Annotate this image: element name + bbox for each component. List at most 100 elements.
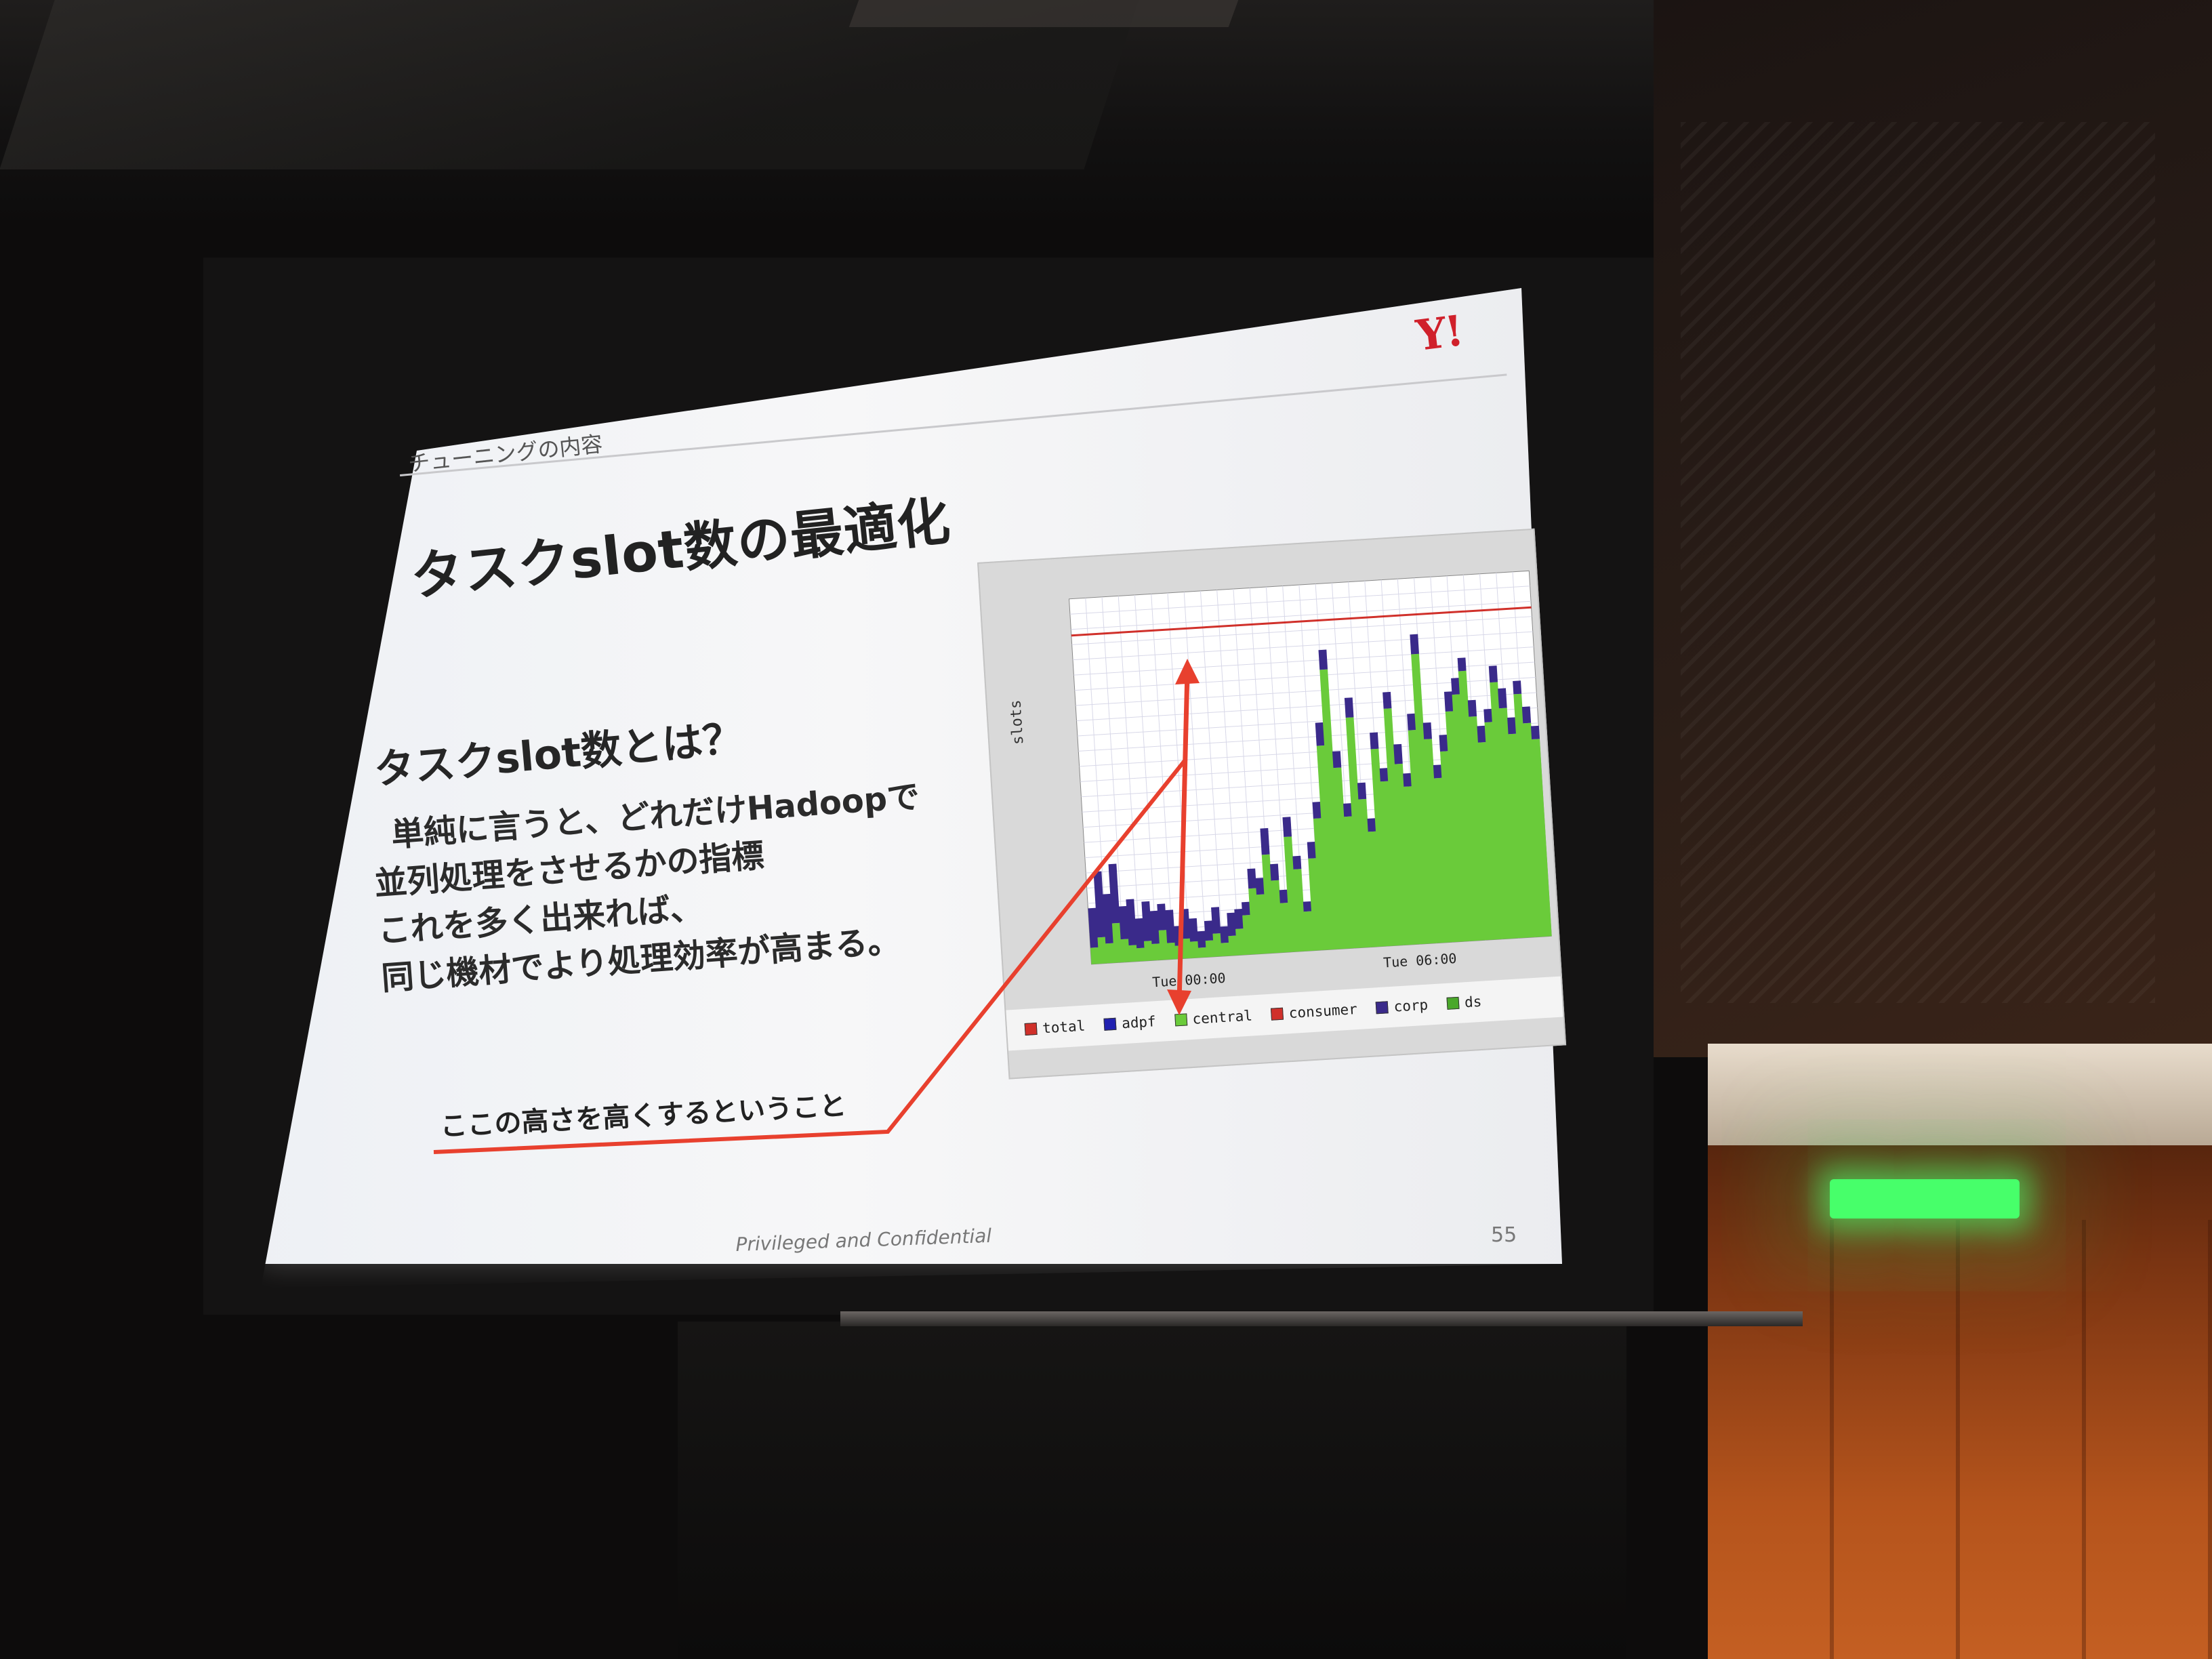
chart-ylabel: slots <box>1007 699 1027 745</box>
central-bar <box>1411 653 1437 944</box>
total-capacity-line <box>1071 606 1532 637</box>
corp-bar <box>1227 912 1237 937</box>
central-bar <box>1235 928 1246 956</box>
corp-bar <box>1422 722 1432 739</box>
corp-bar <box>1173 925 1183 946</box>
projector-rod <box>840 1311 1803 1326</box>
corp-bar <box>1307 841 1317 859</box>
central-bar <box>1261 854 1276 954</box>
corp-bar <box>1477 725 1486 743</box>
central-bar <box>1404 786 1422 945</box>
corp-bar <box>1260 827 1270 855</box>
central-bar <box>1167 942 1176 960</box>
central-bar <box>1212 933 1223 957</box>
right-wall <box>1654 0 2212 1057</box>
central-bar <box>1205 940 1214 958</box>
legend-label: central <box>1191 1007 1253 1027</box>
central-bar <box>1434 777 1452 943</box>
corp-bar <box>1443 691 1454 712</box>
corp-bar <box>1247 868 1256 889</box>
legend-item: consumer <box>1271 1001 1357 1023</box>
central-bar <box>1490 682 1514 939</box>
corp-bar <box>1410 634 1419 655</box>
central-bar <box>1439 751 1460 943</box>
central-bar <box>1284 836 1299 952</box>
lower-wall-panels <box>1708 1220 2212 1659</box>
corp-bar <box>1521 706 1532 724</box>
central-bar <box>1477 742 1498 940</box>
exit-sign <box>1830 1179 2020 1218</box>
central-bar <box>1151 943 1161 961</box>
slots-chart: slots Tue 00:00 Tue 06:00 total adpf cen… <box>977 528 1567 1080</box>
central-bar <box>1394 763 1414 945</box>
corp-bar <box>1234 909 1244 929</box>
slide-body: 単純に言うと、どれだけHadoopで 並列処理をさせるかの指標 これを多く出来れ… <box>369 773 932 1003</box>
corp-bar <box>1382 691 1392 709</box>
corp-bar <box>1343 803 1353 817</box>
central-bar <box>1182 938 1192 959</box>
legend-item: corp <box>1376 997 1429 1017</box>
corp-bar <box>1344 697 1354 718</box>
corp-bar <box>1467 699 1477 717</box>
legend-label: consumer <box>1288 1001 1358 1022</box>
central-bar <box>1316 745 1337 950</box>
corp-bar <box>1451 678 1460 695</box>
corp-bar <box>1157 903 1167 930</box>
central-bar <box>1090 947 1100 964</box>
corp-bar <box>1197 930 1206 948</box>
central-bar <box>1424 739 1445 943</box>
grid-line <box>1073 631 1533 661</box>
page-number: 55 <box>1491 1223 1517 1247</box>
central-bar <box>1333 767 1353 949</box>
legend-label: corp <box>1393 996 1429 1015</box>
corp-bar <box>1433 764 1442 779</box>
central-bar <box>1513 693 1537 938</box>
corp-bar <box>1303 901 1312 912</box>
legend-swatch <box>1174 1013 1188 1027</box>
central-bar <box>1368 831 1383 947</box>
central-bar <box>1532 739 1552 937</box>
corp-bar <box>1332 751 1342 769</box>
legend-swatch <box>1271 1007 1284 1021</box>
central-bar <box>1445 711 1468 942</box>
central-bar <box>1408 730 1429 945</box>
corp-bar <box>1379 768 1389 782</box>
corp-bar <box>1488 665 1498 683</box>
central-bar <box>1313 818 1330 951</box>
legend-item: ds <box>1446 994 1482 1012</box>
legend-label: total <box>1042 1017 1086 1037</box>
legend-label: ds <box>1464 993 1483 1011</box>
corp-bar <box>1269 863 1279 881</box>
central-bar <box>1228 935 1237 956</box>
central-bar <box>1380 781 1399 946</box>
yahoo-logo: Y! <box>1413 306 1465 361</box>
central-bar <box>1293 869 1307 952</box>
corp-bar <box>1189 918 1198 942</box>
corp-bar <box>1439 734 1448 752</box>
screen-shadow <box>678 1322 1626 1659</box>
central-bar <box>1319 669 1345 949</box>
central-bar <box>1469 716 1491 941</box>
central-bar <box>1303 911 1315 951</box>
central-bar <box>1308 858 1322 951</box>
corp-bar <box>1393 743 1403 764</box>
central-bar <box>1242 915 1253 955</box>
central-bar <box>1358 798 1376 947</box>
grid-line <box>1069 586 1530 615</box>
corp-bar <box>1370 732 1379 750</box>
lower-wall <box>1708 1050 2212 1659</box>
corp-bar <box>1483 708 1493 722</box>
corp-bar <box>1204 920 1214 941</box>
corp-bar <box>1498 688 1507 709</box>
central-bar <box>1197 947 1207 958</box>
central-bar <box>1344 816 1360 949</box>
wall-slats <box>1681 122 2155 1003</box>
corp-bar <box>1211 907 1221 934</box>
central-bar <box>1345 717 1368 948</box>
central-bar <box>1458 670 1483 941</box>
corp-bar <box>1457 657 1467 672</box>
corp-bar <box>1407 713 1416 731</box>
corp-bar <box>1403 773 1412 787</box>
legend-item: central <box>1174 1007 1253 1028</box>
central-bar <box>1221 942 1230 957</box>
